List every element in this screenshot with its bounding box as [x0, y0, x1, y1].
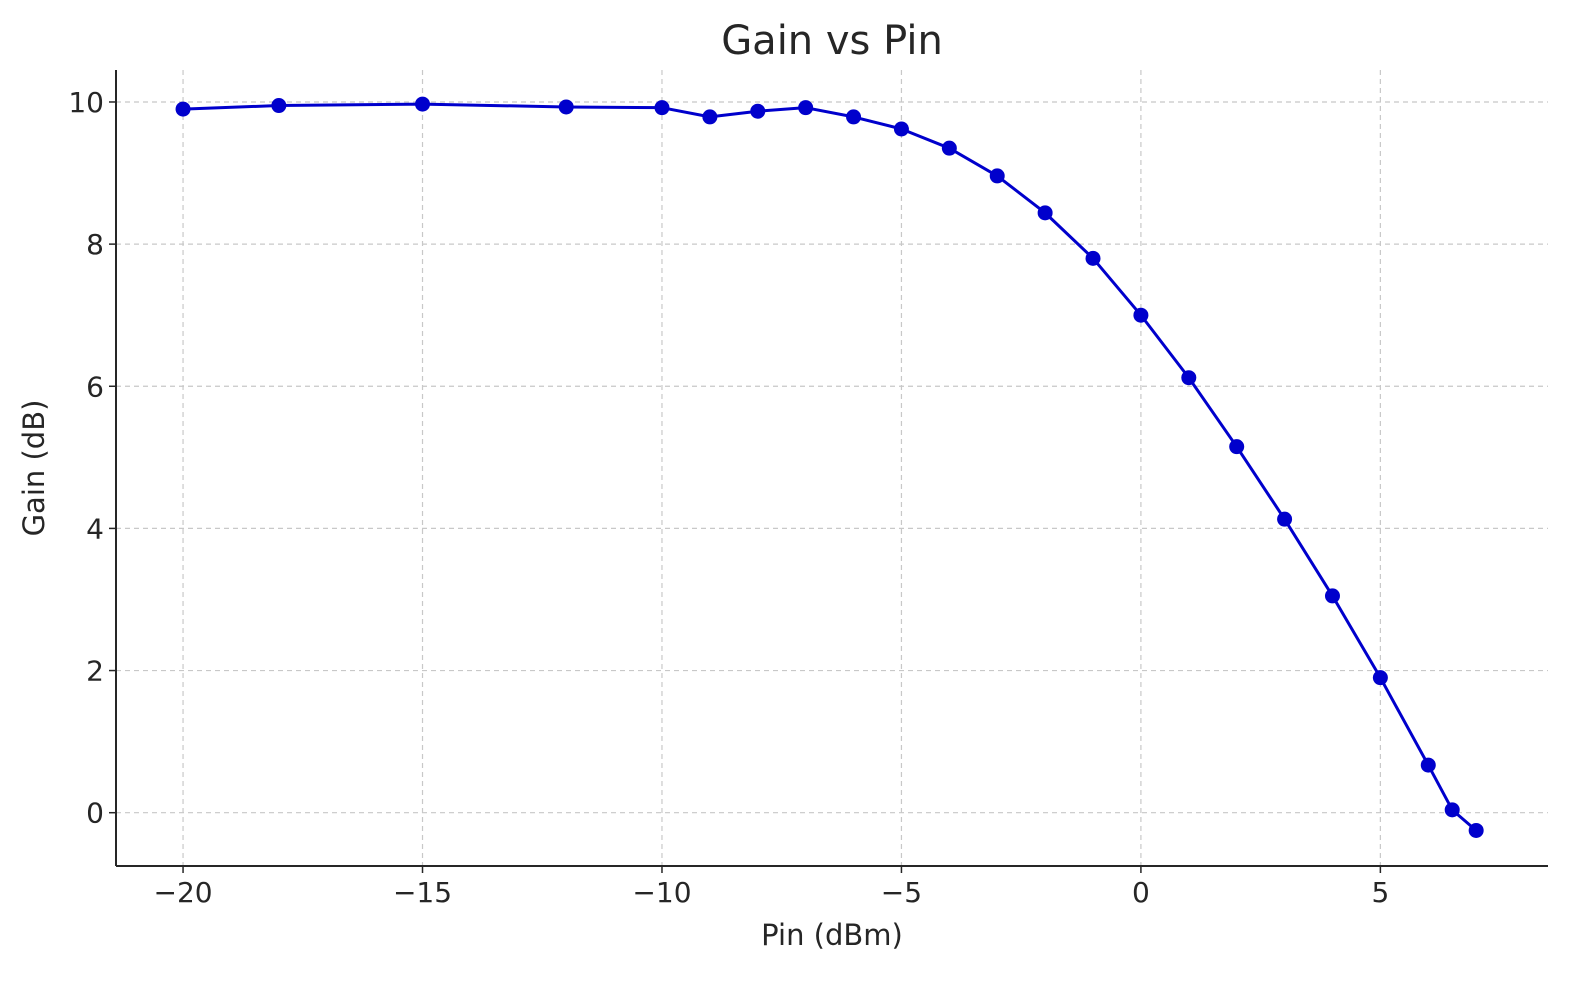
y-tick-label: 2 — [86, 655, 104, 688]
data-point — [1444, 802, 1460, 818]
series-line — [182, 102, 1478, 832]
data-point — [271, 98, 287, 114]
data-point — [1277, 511, 1293, 527]
x-tick-label: 0 — [1132, 876, 1150, 909]
data-point — [1229, 439, 1245, 455]
x-tick-label: −5 — [881, 876, 922, 909]
y-axis-label: Gain (dB) — [17, 400, 51, 537]
data-point — [558, 99, 574, 115]
data-point — [1372, 670, 1388, 686]
data-point — [893, 121, 909, 137]
y-tick-label: 8 — [86, 228, 104, 261]
data-point — [175, 101, 191, 117]
x-tick-label: −20 — [154, 876, 213, 909]
y-tick-label: 4 — [86, 512, 104, 545]
data-point — [750, 103, 766, 119]
x-tick-label: 5 — [1371, 876, 1389, 909]
chart-title: Gain vs Pin — [721, 18, 943, 64]
data-point — [798, 100, 814, 116]
data-point — [941, 140, 957, 156]
data-point — [1181, 370, 1197, 386]
data-point — [1037, 205, 1053, 221]
data-point — [989, 168, 1005, 184]
data-point — [654, 100, 670, 116]
y-tick-label: 10 — [68, 86, 104, 119]
tick-labels: −20 −15 −10 −5 0 5 0 2 4 6 8 10 — [68, 86, 1389, 909]
y-tick-label: 0 — [86, 797, 104, 830]
x-tick-label: −15 — [393, 876, 452, 909]
data-point — [702, 109, 718, 125]
data-point — [1420, 757, 1436, 773]
data-point — [1468, 822, 1484, 838]
data-point — [415, 96, 431, 112]
data-point — [1133, 307, 1149, 323]
data-point — [1324, 588, 1340, 604]
x-tick-label: −10 — [632, 876, 691, 909]
y-tick-label: 6 — [86, 370, 104, 403]
grid-lines — [116, 70, 1548, 866]
series-layer — [175, 96, 1484, 838]
data-point — [846, 109, 862, 125]
axes — [115, 70, 1548, 867]
data-point — [1085, 250, 1101, 266]
x-axis-label: Pin (dBm) — [761, 918, 903, 952]
